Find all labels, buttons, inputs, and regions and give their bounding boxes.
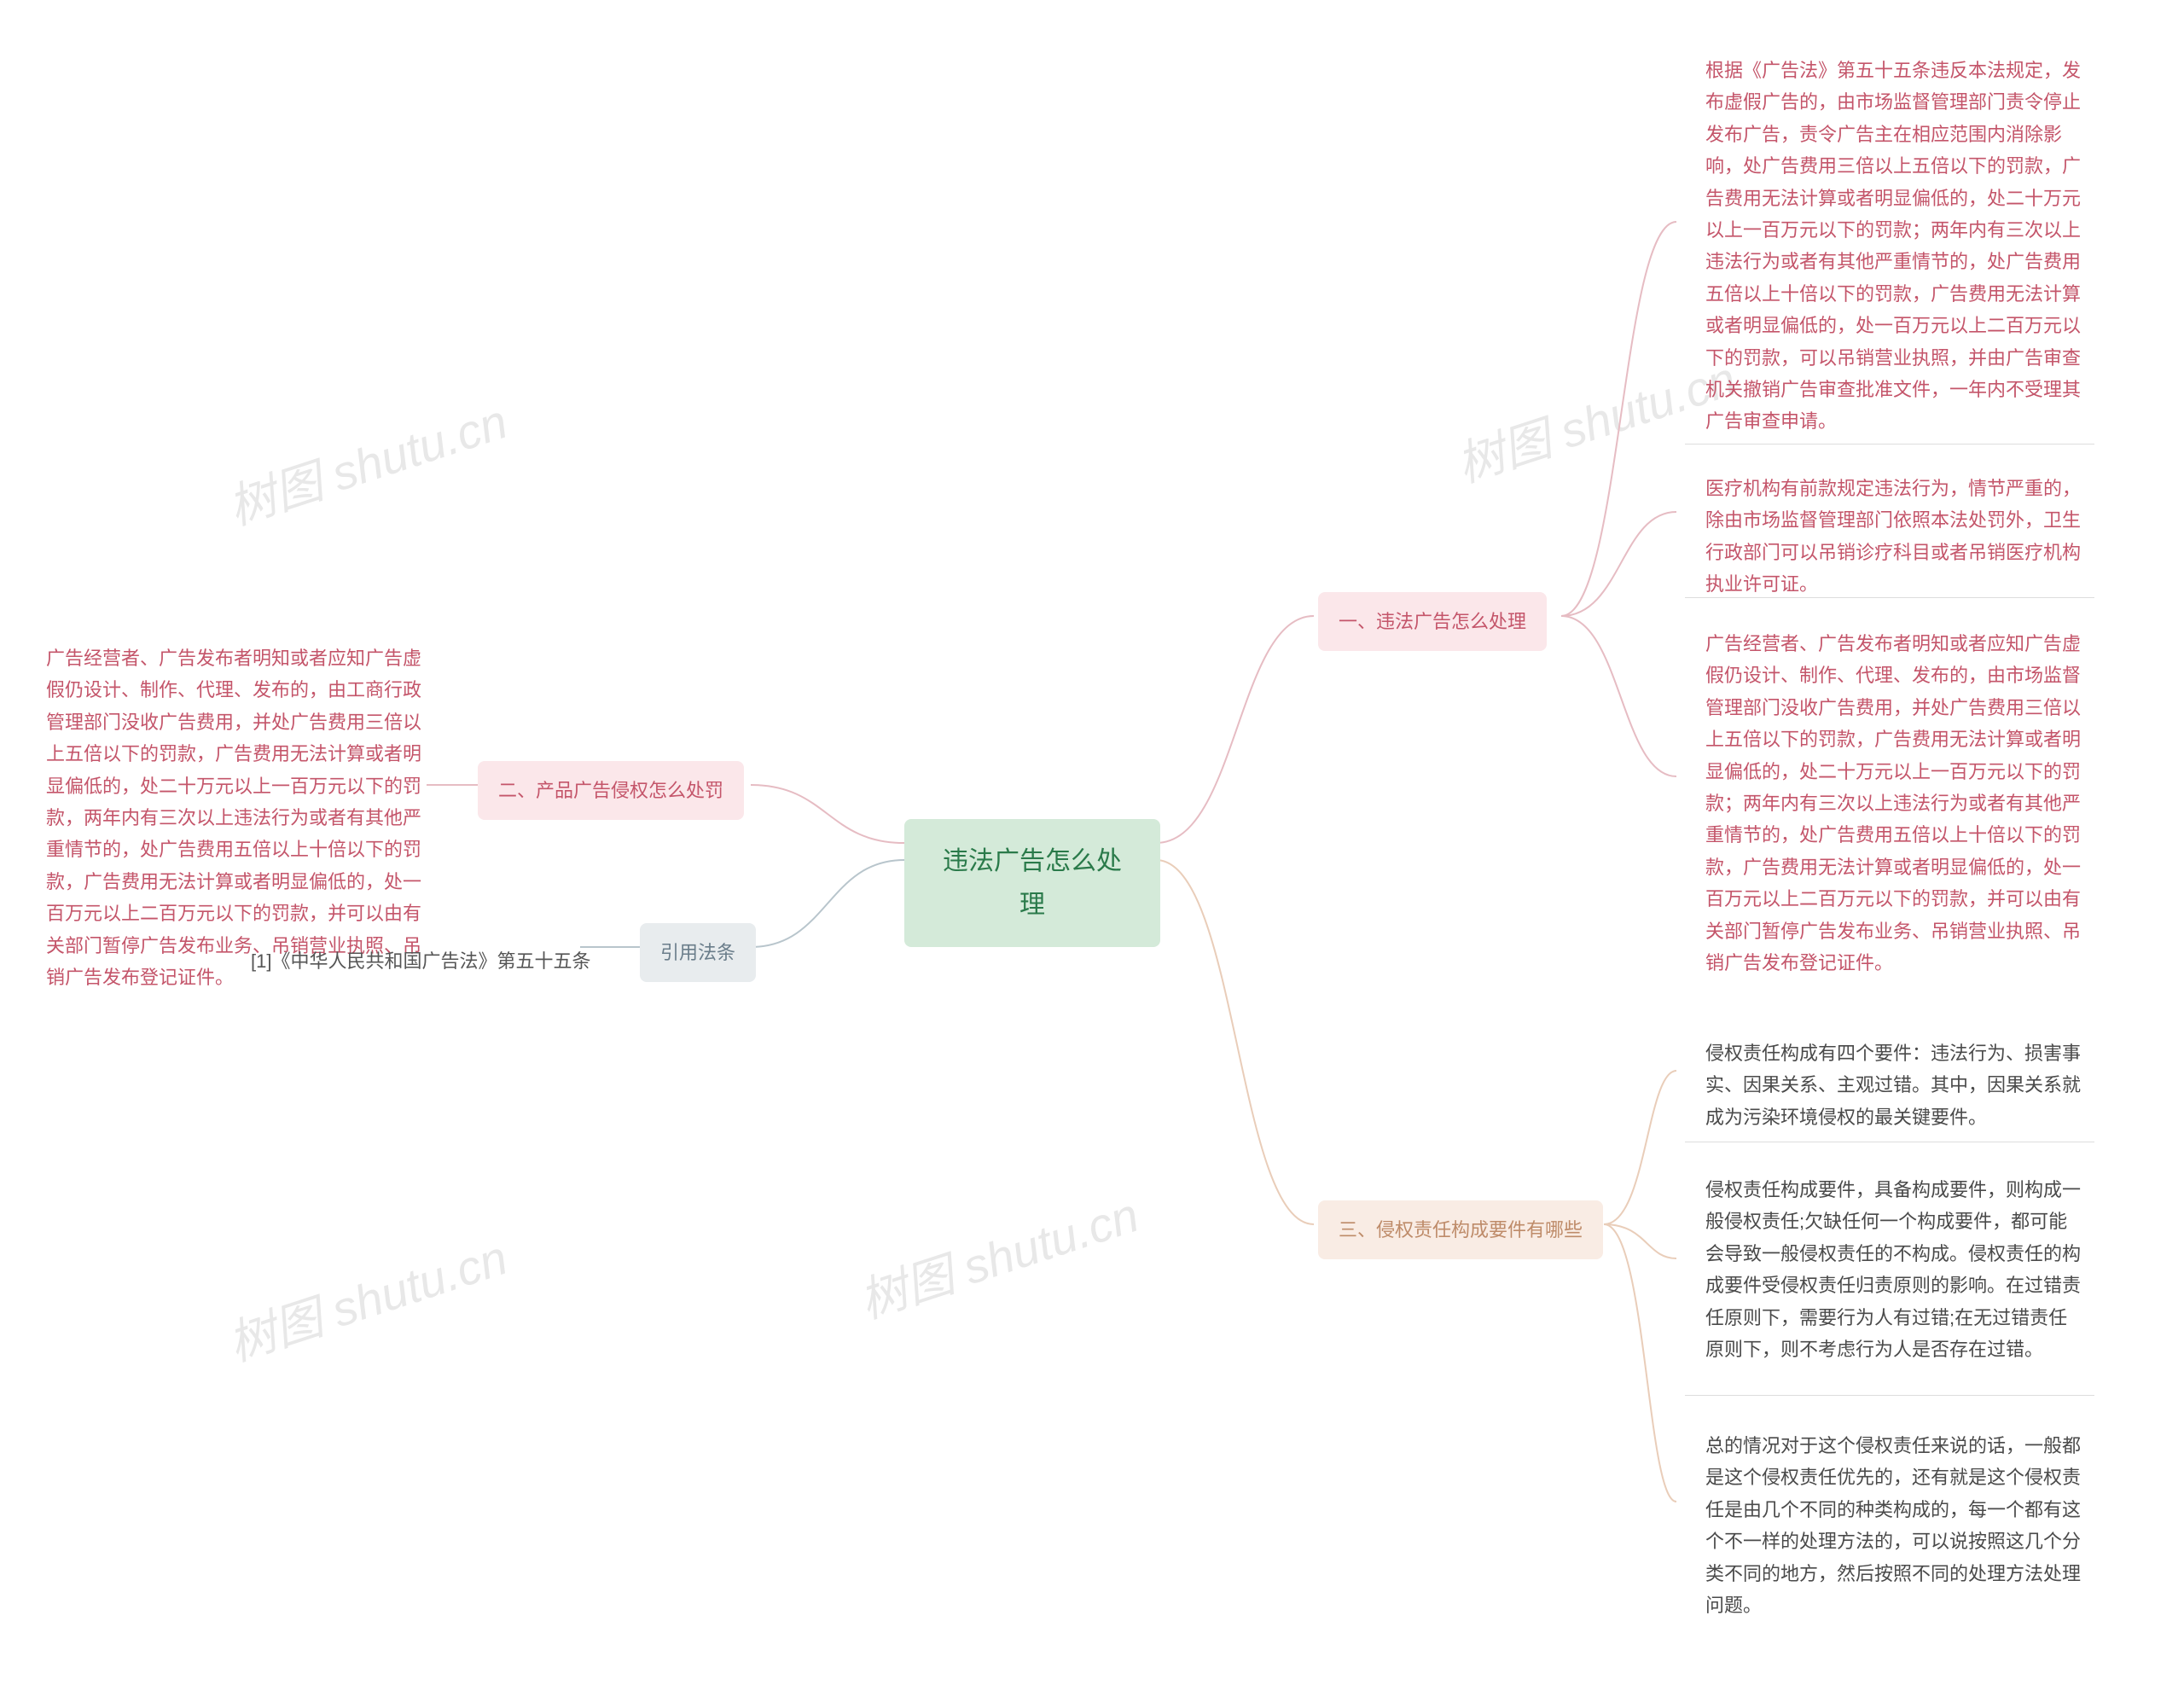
branch-4: 引用法条 bbox=[640, 923, 756, 982]
branch-1: 一、违法广告怎么处理 bbox=[1318, 592, 1547, 651]
branch-2: 二、产品广告侵权怎么处罚 bbox=[478, 761, 744, 820]
branch-3-leaf-3: 总的情况对于这个侵权责任来说的话，一般都是这个侵权责任优先的，还有就是这个侵权责… bbox=[1685, 1416, 2103, 1635]
branch-3-leaf-1: 侵权责任构成有四个要件：违法行为、损害事实、因果关系、主观过错。其中，因果关系就… bbox=[1685, 1024, 2103, 1147]
watermark: 树图 shutu.cn bbox=[218, 384, 515, 539]
center-node: 违法广告怎么处理 bbox=[904, 819, 1160, 947]
divider bbox=[1685, 1395, 2094, 1396]
watermark: 树图 shutu.cn bbox=[850, 1177, 1147, 1333]
watermark: 树图 shutu.cn bbox=[218, 1220, 515, 1375]
branch-1-leaf-1: 根据《广告法》第五十五条违反本法规定，发布虚假广告的，由市场监督管理部门责令停止… bbox=[1685, 41, 2103, 451]
branch-3: 三、侵权责任构成要件有哪些 bbox=[1318, 1200, 1603, 1259]
branch-4-leaf-1: [1]《中华人民共和国广告法》第五十五条 bbox=[230, 932, 611, 991]
branch-1-leaf-3: 广告经营者、广告发布者明知或者应知广告虚假仍设计、制作、代理、发布的，由市场监督… bbox=[1685, 614, 2103, 992]
branch-1-leaf-2: 医疗机构有前款规定违法行为，情节严重的，除由市场监督管理部门依照本法处罚外，卫生… bbox=[1685, 459, 2103, 614]
branch-3-leaf-2: 侵权责任构成要件，具备构成要件，则构成一般侵权责任;欠缺任何一个构成要件，都可能… bbox=[1685, 1160, 2103, 1379]
